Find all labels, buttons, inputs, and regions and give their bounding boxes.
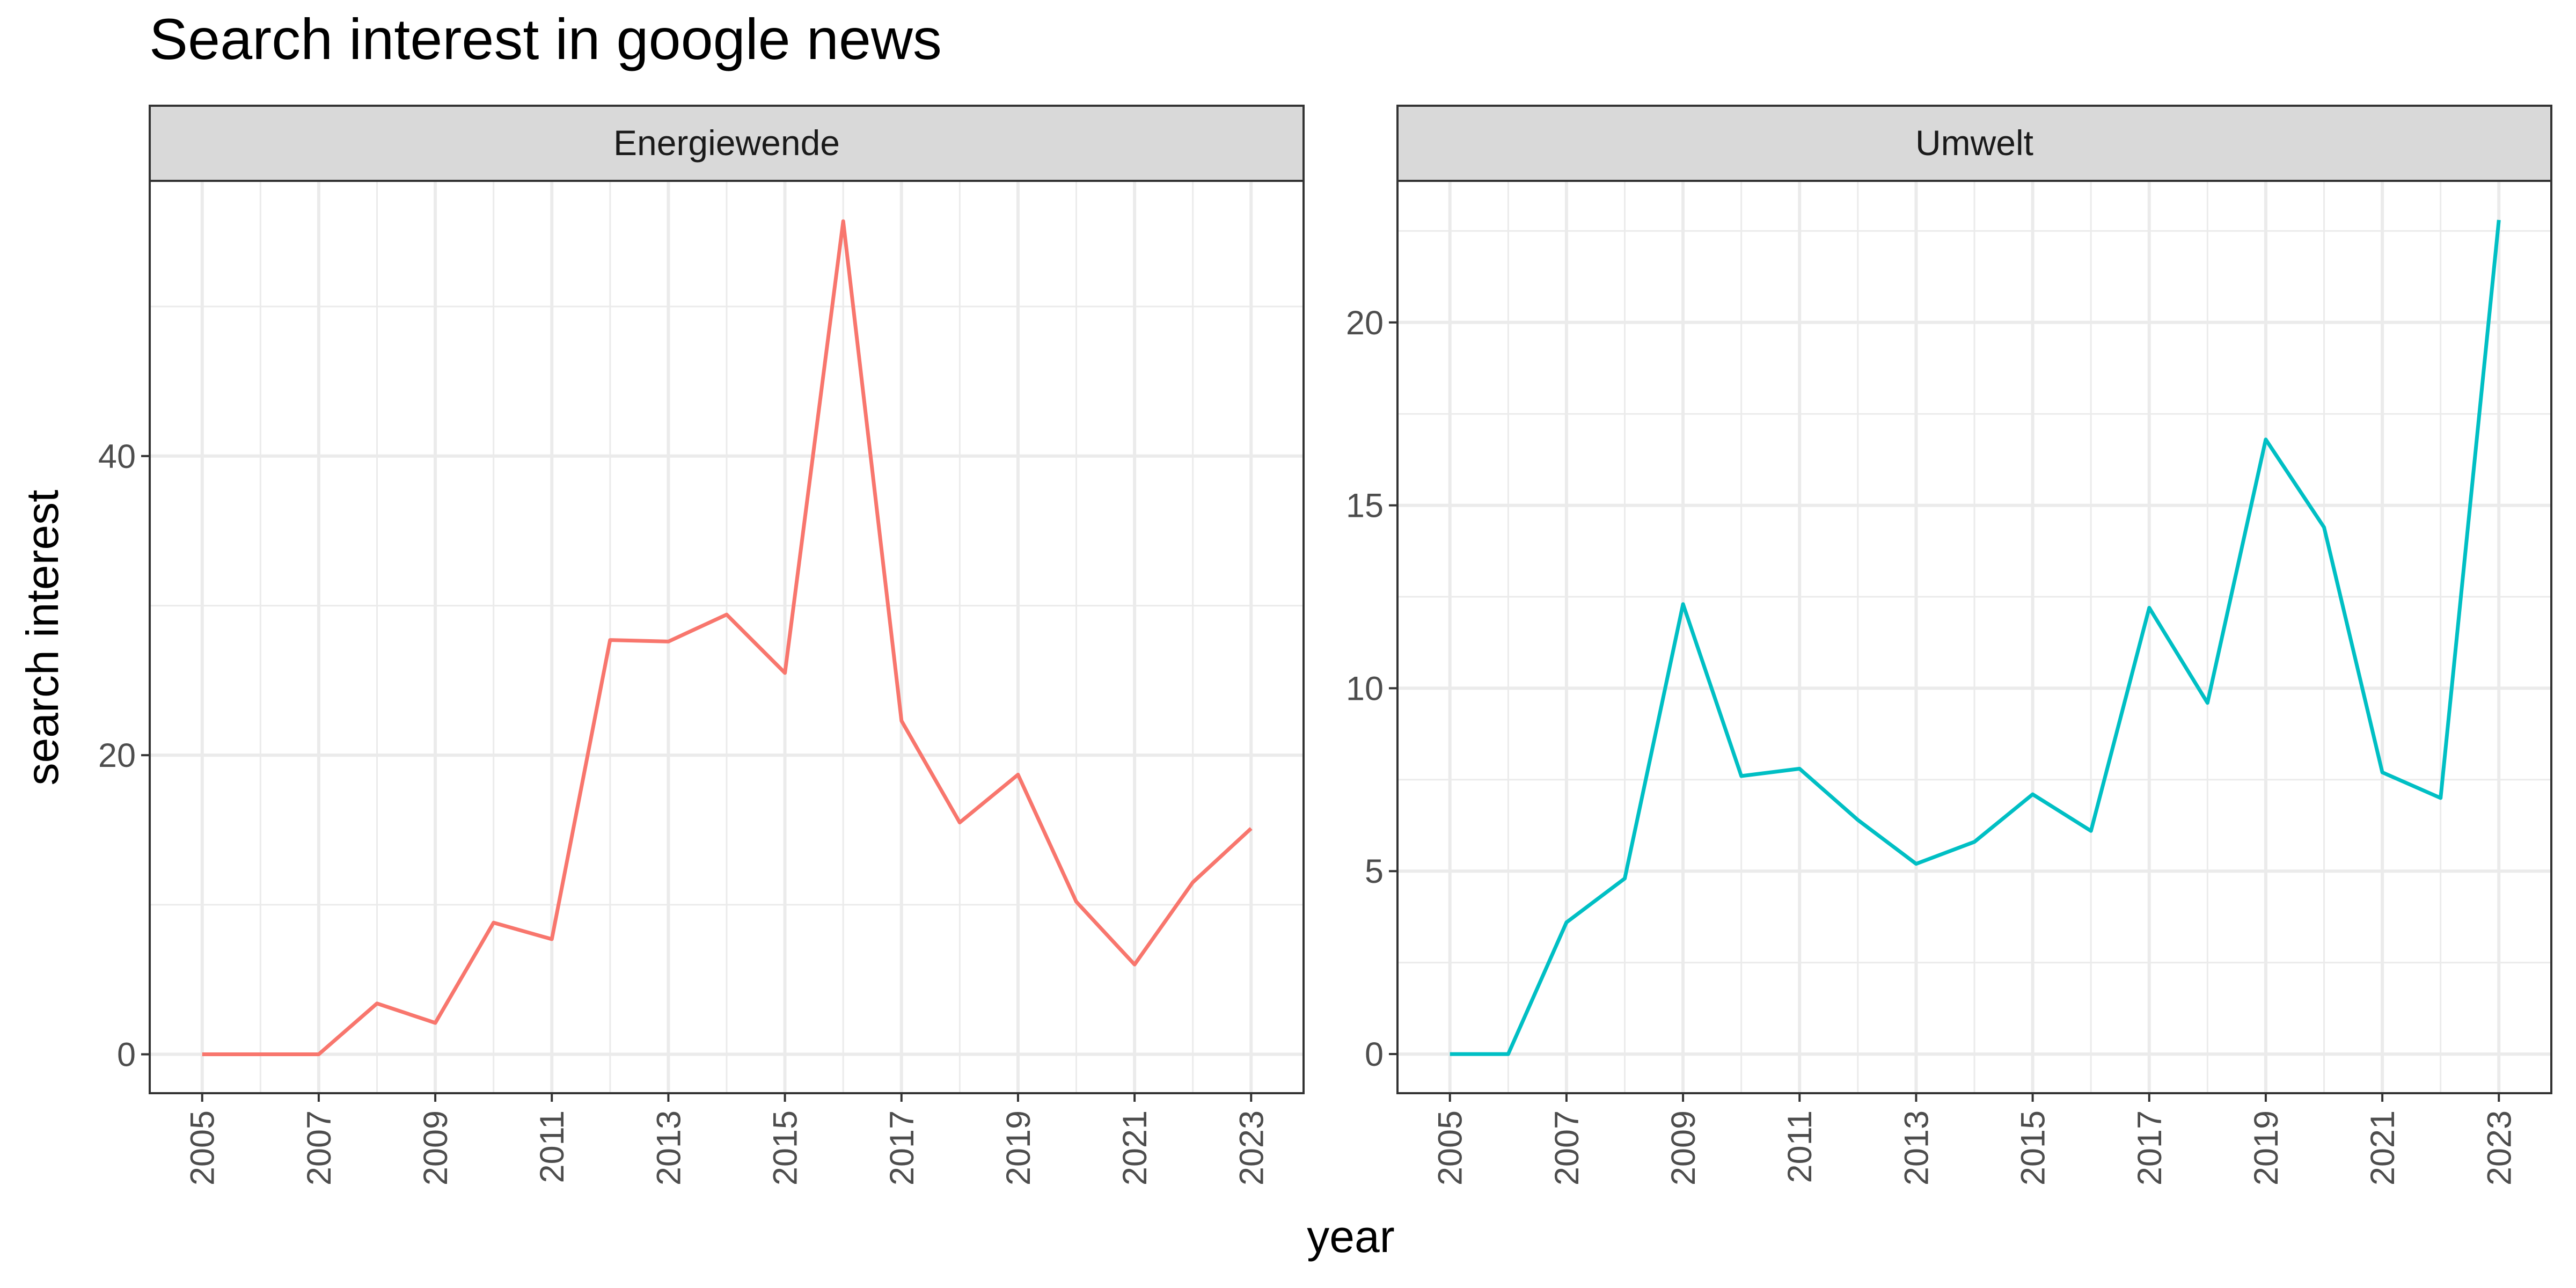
facet-strip-label: Energiewende	[613, 123, 840, 163]
x-tick-label: 2019	[1000, 1110, 1037, 1185]
y-tick-label: 0	[117, 1036, 136, 1074]
x-tick-label: 2011	[1781, 1110, 1819, 1183]
x-tick-label: 2021	[2364, 1110, 2402, 1185]
x-tick-label: 2005	[184, 1110, 222, 1185]
x-axis-title: year	[1307, 1211, 1394, 1262]
x-tick-label: 2017	[883, 1110, 921, 1185]
y-tick-label: 10	[1346, 670, 1384, 707]
x-tick-label: 2009	[417, 1110, 455, 1185]
y-axis-title: search interest	[17, 490, 68, 786]
y-tick-label: 20	[98, 737, 136, 774]
x-tick-label: 2015	[767, 1110, 804, 1185]
x-tick-label: 2011	[533, 1110, 571, 1183]
x-tick-label: 2017	[2131, 1110, 2169, 1185]
x-tick-label: 2009	[1665, 1110, 1702, 1185]
x-tick-label: 2023	[1233, 1110, 1270, 1185]
y-tick-label: 40	[98, 438, 136, 475]
x-tick-label: 2021	[1116, 1110, 1154, 1185]
facet-strip	[1396, 105, 2552, 182]
x-tick-label: 2005	[1432, 1110, 1469, 1185]
x-tick-label: 2019	[2248, 1110, 2285, 1185]
facet-panel-energiewende: Energiewende 2005 2007 2009 2011 2013 2015 2017…	[98, 105, 1305, 1185]
x-tick-label: 2007	[301, 1110, 338, 1185]
y-tick-label: 0	[1365, 1036, 1384, 1073]
y-tick-label: 20	[1346, 304, 1384, 342]
x-tick-label: 2007	[1548, 1110, 1586, 1185]
x-tick-label: 2013	[650, 1110, 687, 1185]
series-line-energiewende	[202, 219, 1253, 1056]
facet-strip-label: Umwelt	[1915, 123, 2033, 163]
x-tick-label: 2015	[2015, 1110, 2052, 1185]
x-tick-label: 2013	[1898, 1110, 1935, 1185]
series-line-umwelt	[1450, 219, 2501, 1056]
y-tick-label: 15	[1346, 487, 1384, 525]
x-tick-label: 2023	[2480, 1110, 2518, 1185]
chart-title: Search interest in google news	[149, 6, 942, 71]
y-tick-label: 5	[1365, 853, 1384, 890]
facet-strip	[149, 105, 1305, 182]
